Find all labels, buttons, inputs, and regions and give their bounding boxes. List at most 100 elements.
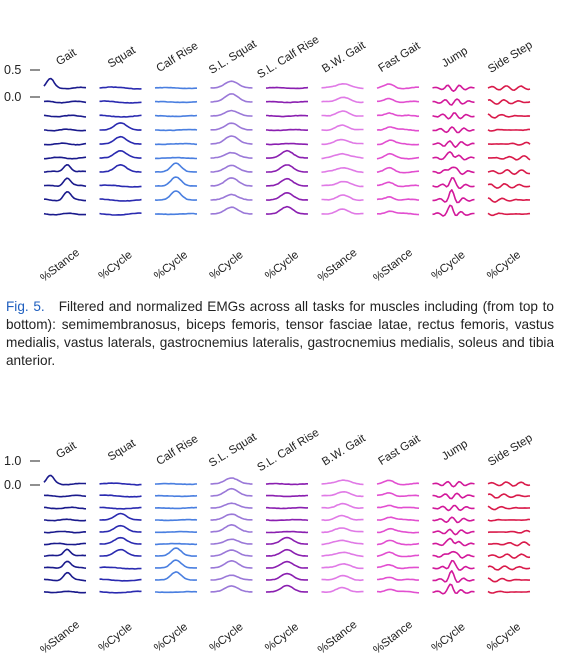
emg-trace bbox=[154, 482, 197, 486]
column-xlabel: %Cycle bbox=[263, 249, 301, 282]
column-header-b-w-gait: B.W. Gait bbox=[320, 432, 368, 468]
column-header-calf-rise: Calf Rise bbox=[154, 433, 200, 468]
emg-trace bbox=[210, 538, 253, 545]
column-header-jump: Jump bbox=[440, 45, 470, 70]
emg-trace bbox=[265, 142, 309, 146]
emg-trace bbox=[210, 135, 253, 145]
emg-trace bbox=[43, 474, 87, 486]
emg-trace bbox=[321, 491, 364, 498]
emg-trace bbox=[321, 138, 364, 146]
emg-trace bbox=[154, 100, 198, 104]
emg-trace bbox=[44, 142, 87, 146]
emg-trace bbox=[99, 536, 142, 545]
emg-trace bbox=[210, 177, 253, 187]
emg-trace bbox=[321, 83, 364, 90]
emg-trace bbox=[43, 77, 87, 90]
emg-trace bbox=[487, 113, 531, 119]
emg-trace bbox=[99, 86, 142, 90]
emg-trace bbox=[487, 197, 530, 203]
emg-trace bbox=[210, 122, 253, 131]
emg-trace bbox=[432, 151, 475, 161]
column-xlabel: %Cycle bbox=[430, 249, 468, 282]
emg-trace bbox=[321, 514, 364, 522]
emg-trace bbox=[266, 572, 308, 581]
emg-trace bbox=[321, 96, 364, 104]
emg-trace bbox=[321, 124, 364, 132]
column-xlabel: %Cycle bbox=[208, 249, 246, 282]
column-xlabel: %Cycle bbox=[485, 249, 523, 282]
emg-trace bbox=[44, 518, 87, 522]
emg-trace bbox=[155, 506, 197, 510]
emg-trace bbox=[154, 518, 198, 522]
emg-trace bbox=[432, 570, 475, 583]
emg-trace bbox=[155, 128, 198, 132]
emg-trace bbox=[376, 539, 420, 546]
emg-trace bbox=[321, 551, 364, 558]
emg-trace bbox=[321, 180, 364, 188]
emg-trace bbox=[265, 164, 309, 173]
column-xlabel: %Cycle bbox=[97, 621, 135, 654]
emg-trace bbox=[321, 539, 364, 546]
emg-trace bbox=[210, 109, 253, 117]
emg-trace bbox=[44, 128, 87, 132]
emg-trace bbox=[99, 198, 142, 202]
column-header-calf-rise: Calf Rise bbox=[154, 40, 200, 75]
y-scale-label: 1.0 bbox=[4, 454, 21, 468]
emg-trace bbox=[99, 135, 142, 145]
emg-trace bbox=[487, 128, 530, 132]
emg-trace bbox=[99, 114, 142, 118]
emg-trace bbox=[210, 193, 253, 201]
emg-trace bbox=[432, 528, 475, 536]
emg-trace bbox=[99, 150, 142, 159]
emg-trace bbox=[321, 208, 364, 215]
emg-trace bbox=[376, 516, 420, 522]
emg-trace bbox=[210, 574, 253, 581]
emg-trace bbox=[210, 585, 253, 593]
column-header-s-l-calf-rise: S.L. Calf Rise bbox=[255, 427, 321, 474]
emg-trace bbox=[155, 530, 198, 534]
emg-trace bbox=[210, 549, 253, 557]
column-header-fast-gait: Fast Gait bbox=[376, 433, 423, 468]
emg-trace bbox=[154, 494, 198, 498]
emg-trace bbox=[321, 563, 364, 570]
emg-trace bbox=[376, 504, 420, 509]
emg-trace bbox=[99, 506, 142, 510]
emg-trace bbox=[43, 100, 87, 104]
emg-trace bbox=[44, 542, 87, 546]
emg-trace bbox=[321, 527, 364, 534]
emg-trace bbox=[43, 212, 86, 216]
emg-trace bbox=[432, 550, 475, 559]
emg-trace bbox=[265, 530, 309, 534]
column-header-squat: Squat bbox=[106, 437, 139, 464]
emg-trace bbox=[432, 98, 475, 106]
emg-trace bbox=[432, 492, 475, 500]
column-xlabel: %Cycle bbox=[485, 621, 523, 654]
emg-trace bbox=[487, 518, 531, 522]
column-header-s-l-squat: S.L. Squat bbox=[207, 431, 260, 470]
emg-trace bbox=[265, 518, 309, 522]
emg-trace bbox=[43, 571, 87, 582]
emg-trace bbox=[154, 156, 197, 160]
emg-trace bbox=[265, 177, 309, 187]
column-xlabel: %Stance bbox=[371, 619, 415, 657]
column-xlabel: %Stance bbox=[316, 619, 360, 657]
emg-trace bbox=[376, 166, 420, 174]
column-xlabel: %Cycle bbox=[263, 621, 301, 654]
emg-trace bbox=[487, 212, 531, 217]
emg-trace bbox=[376, 492, 420, 498]
emg-trace bbox=[376, 551, 420, 558]
emg-trace bbox=[376, 588, 420, 594]
emg-trace bbox=[210, 513, 253, 521]
emg-trace bbox=[266, 548, 309, 557]
emg-trace bbox=[155, 590, 198, 594]
column-header-squat: Squat bbox=[106, 44, 139, 71]
emg-trace bbox=[154, 212, 197, 216]
emg-trace bbox=[266, 149, 308, 159]
y-scale-label: 0.5 bbox=[4, 63, 21, 77]
emg-trace bbox=[376, 479, 420, 486]
column-header-fast-gait: Fast Gait bbox=[376, 40, 423, 75]
emg-trace bbox=[266, 494, 308, 498]
column-header-side-step: Side Step bbox=[486, 39, 535, 76]
emg-trace bbox=[432, 583, 475, 595]
column-xlabel: %Cycle bbox=[152, 621, 190, 654]
